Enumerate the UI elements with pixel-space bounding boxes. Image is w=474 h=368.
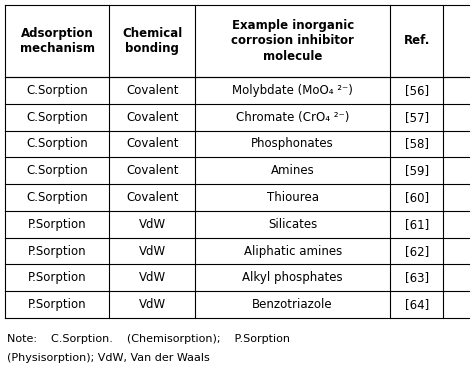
Text: Silicates: Silicates	[268, 218, 317, 231]
Text: VdW: VdW	[139, 245, 166, 258]
Text: [57]: [57]	[405, 111, 429, 124]
Text: [61]: [61]	[405, 218, 429, 231]
Text: P.Sorption: P.Sorption	[28, 245, 87, 258]
Text: Phosphonates: Phosphonates	[251, 137, 334, 151]
Text: Amines: Amines	[271, 164, 315, 177]
Text: C.Sorption: C.Sorption	[27, 137, 88, 151]
Text: [63]: [63]	[405, 271, 429, 284]
Text: Covalent: Covalent	[126, 84, 179, 97]
Text: [59]: [59]	[405, 164, 429, 177]
Text: [58]: [58]	[405, 137, 429, 151]
Text: (Physisorption); VdW, Van der Waals: (Physisorption); VdW, Van der Waals	[7, 353, 210, 363]
Text: C.Sorption: C.Sorption	[27, 164, 88, 177]
Text: Adsorption
mechanism: Adsorption mechanism	[20, 27, 95, 55]
Text: C.Sorption: C.Sorption	[27, 111, 88, 124]
Text: [60]: [60]	[405, 191, 429, 204]
Text: Note:    C.Sorption.    (Chemisorption);    P.Sorption: Note: C.Sorption. (Chemisorption); P.Sor…	[7, 334, 290, 344]
Text: P.Sorption: P.Sorption	[28, 271, 87, 284]
Text: Covalent: Covalent	[126, 111, 179, 124]
Text: [62]: [62]	[405, 245, 429, 258]
Text: Example inorganic
corrosion inhibitor
molecule: Example inorganic corrosion inhibitor mo…	[231, 19, 354, 63]
Text: Ref.: Ref.	[404, 35, 430, 47]
Text: Alkyl phosphates: Alkyl phosphates	[242, 271, 343, 284]
Text: Molybdate (MoO₄ ²⁻): Molybdate (MoO₄ ²⁻)	[232, 84, 353, 97]
Text: [64]: [64]	[405, 298, 429, 311]
Text: [56]: [56]	[405, 84, 429, 97]
Text: VdW: VdW	[139, 271, 166, 284]
Text: C.Sorption: C.Sorption	[27, 191, 88, 204]
Text: VdW: VdW	[139, 218, 166, 231]
Text: Covalent: Covalent	[126, 191, 179, 204]
Text: Chromate (CrO₄ ²⁻): Chromate (CrO₄ ²⁻)	[236, 111, 349, 124]
Text: Covalent: Covalent	[126, 137, 179, 151]
Text: VdW: VdW	[139, 298, 166, 311]
Text: P.Sorption: P.Sorption	[28, 298, 87, 311]
Text: Benzotriazole: Benzotriazole	[252, 298, 333, 311]
Text: Aliphatic amines: Aliphatic amines	[244, 245, 342, 258]
Text: Covalent: Covalent	[126, 164, 179, 177]
Text: Chemical
bonding: Chemical bonding	[122, 27, 182, 55]
Text: P.Sorption: P.Sorption	[28, 218, 87, 231]
Text: Thiourea: Thiourea	[267, 191, 319, 204]
Text: C.Sorption: C.Sorption	[27, 84, 88, 97]
